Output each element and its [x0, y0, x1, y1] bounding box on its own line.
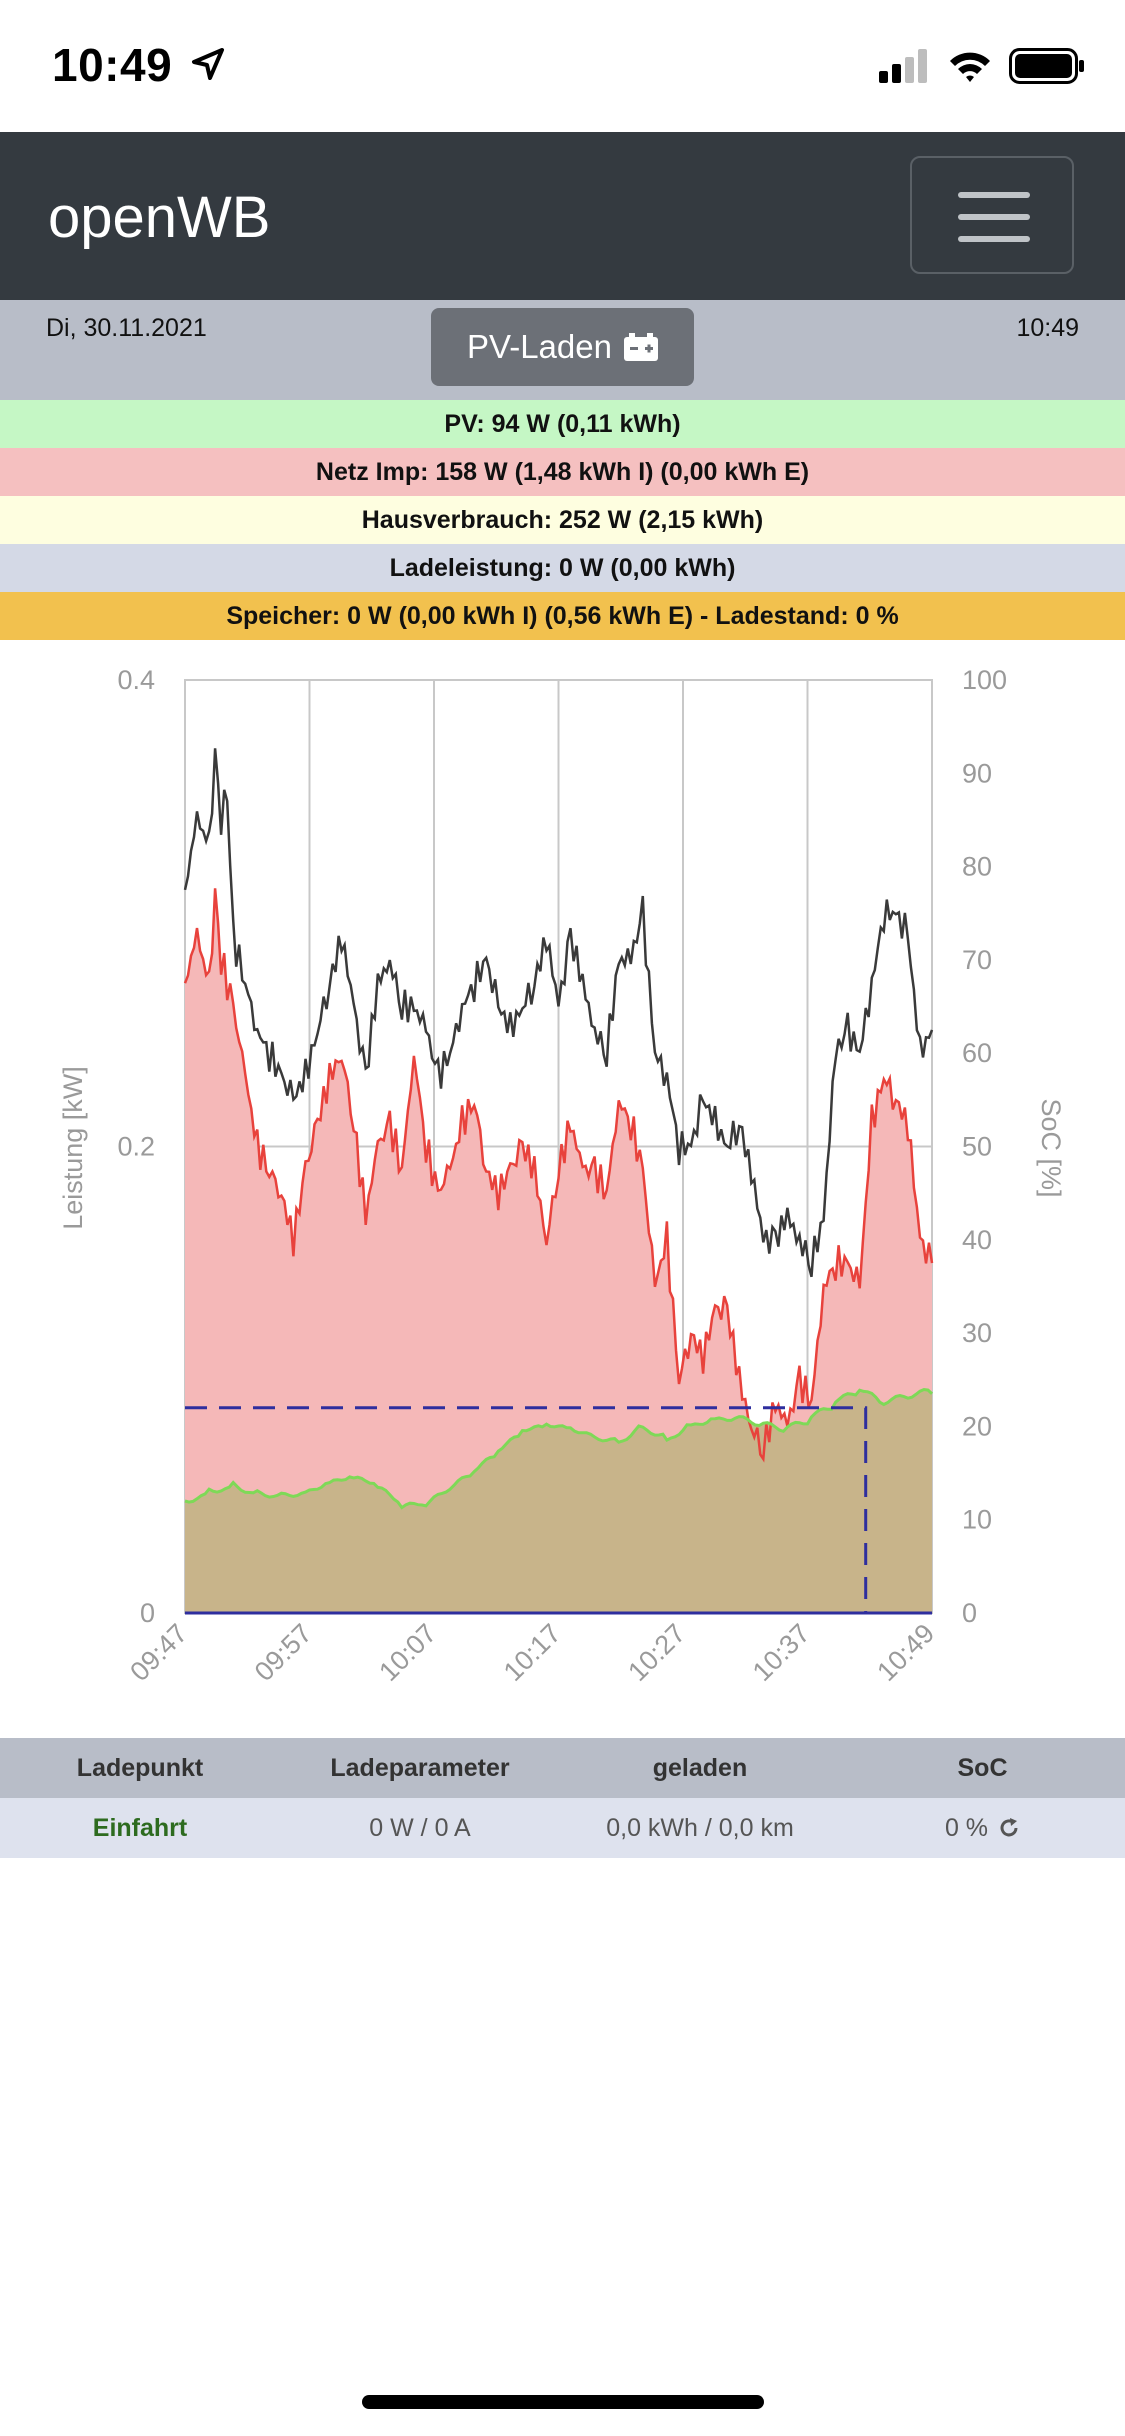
- pv-info: PV: 94 W (0,11 kWh): [0, 400, 1125, 448]
- status-bar: 10:49: [0, 0, 1125, 132]
- column-header-ladeparameter: Ladeparameter: [330, 1753, 510, 1782]
- header-row: Di, 30.11.2021 PV-Laden 10:49: [0, 300, 1125, 400]
- status-indicators: [879, 46, 1085, 86]
- y-right-tick-label: 0: [962, 1598, 977, 1628]
- y-right-tick-label: 20: [962, 1411, 992, 1441]
- soc-line: [185, 1406, 868, 1613]
- battery-icon: [1009, 48, 1084, 84]
- column-header-ladepunkt: Ladepunkt: [76, 1753, 204, 1782]
- menu-icon-bar: [958, 236, 1030, 242]
- brand-logo[interactable]: openWB: [48, 185, 271, 250]
- menu-icon-bar: [958, 192, 1030, 198]
- navbar: openWB: [0, 132, 1125, 300]
- house-consumption-line: [183, 748, 934, 1278]
- y-right-tick-label: 50: [962, 1132, 992, 1162]
- current-date: Di, 30.11.2021: [46, 314, 207, 342]
- x-tick-label: 10:27: [622, 1618, 691, 1687]
- column-header-soc: SoC: [957, 1753, 1008, 1782]
- y-left-tick-label: 0.4: [117, 665, 155, 695]
- x-tick-label: 10:07: [373, 1618, 442, 1687]
- menu-icon-bar: [958, 214, 1030, 220]
- charge-mode-button[interactable]: PV-Laden: [431, 308, 694, 386]
- storage-info: Speicher: 0 W (0,00 kWh I) (0,56 kWh E) …: [0, 592, 1125, 640]
- house-consumption-info: Hausverbrauch: 252 W (2,15 kWh): [0, 496, 1125, 544]
- location-arrow-icon: [192, 48, 224, 80]
- power-chart-svg: 09:47 09:57 10:07 10:17 10:27 10:37 10:49 0 0.2 0…: [58, 665, 1066, 1687]
- refresh-icon[interactable]: [998, 1817, 1020, 1839]
- chargepoint-name[interactable]: Einfahrt: [92, 1813, 188, 1842]
- y-left-tick-label: 0: [140, 1598, 155, 1628]
- y-right-tick-label: 80: [962, 852, 992, 882]
- x-tick-label: 09:57: [249, 1618, 318, 1687]
- wifi-icon: [950, 52, 990, 82]
- chargepoint-soc-cell: 0 %: [840, 1798, 1125, 1858]
- y-right-tick-label: 30: [962, 1318, 992, 1348]
- status-time: 10:49: [52, 39, 173, 91]
- pv-power-area: [185, 1389, 932, 1613]
- battery-charge-icon: [623, 333, 658, 361]
- table-row: Einfahrt 0 W / 0 A 0,0 kWh / 0,0 km 0 %: [0, 1798, 1125, 1858]
- table-header: Ladepunkt Ladeparameter geladen SoC: [0, 1738, 1125, 1798]
- x-tick-label: 10:17: [498, 1618, 567, 1687]
- power-chart: 09:47 09:57 10:07 10:17 10:27 10:37 10:49 0 0.2 0…: [0, 640, 1125, 1730]
- signal-icon: [879, 49, 927, 83]
- menu-toggle-button[interactable]: [910, 156, 1074, 274]
- y-right-tick-label: 70: [962, 945, 992, 975]
- column-header-geladen: geladen: [652, 1753, 748, 1782]
- x-tick-label: 09:47: [124, 1618, 193, 1687]
- grid-power-line: [183, 888, 934, 1463]
- y-right-tick-label: 90: [962, 758, 992, 788]
- y-left-tick-label: 0.2: [117, 1132, 155, 1162]
- chargepoint-soc: 0 %: [944, 1813, 989, 1842]
- charging-power-info: Ladeleistung: 0 W (0,00 kWh): [0, 544, 1125, 592]
- pv-power-line: [184, 1387, 934, 1510]
- y-right-tick-label: 60: [962, 1038, 992, 1068]
- x-tick-label: 10:49: [871, 1618, 940, 1687]
- charge-mode-label: PV-Laden: [467, 328, 612, 365]
- chargepoint-charged: 0,0 kWh / 0,0 km: [606, 1813, 794, 1842]
- y-right-tick-label: 10: [962, 1505, 992, 1535]
- y-right-tick-label: 100: [962, 665, 1007, 695]
- y-axis-right-label: SoC [%]: [1036, 1098, 1066, 1197]
- y-axis-left-label: Leistung [kW]: [58, 1066, 88, 1230]
- x-tick-label: 10:37: [747, 1618, 816, 1687]
- y-right-tick-label: 40: [962, 1225, 992, 1255]
- grid-info: Netz Imp: 158 W (1,48 kWh I) (0,00 kWh E…: [0, 448, 1125, 496]
- home-indicator: [362, 2395, 764, 2409]
- current-time: 10:49: [1016, 314, 1079, 342]
- chargepoint-params: 0 W / 0 A: [369, 1813, 471, 1842]
